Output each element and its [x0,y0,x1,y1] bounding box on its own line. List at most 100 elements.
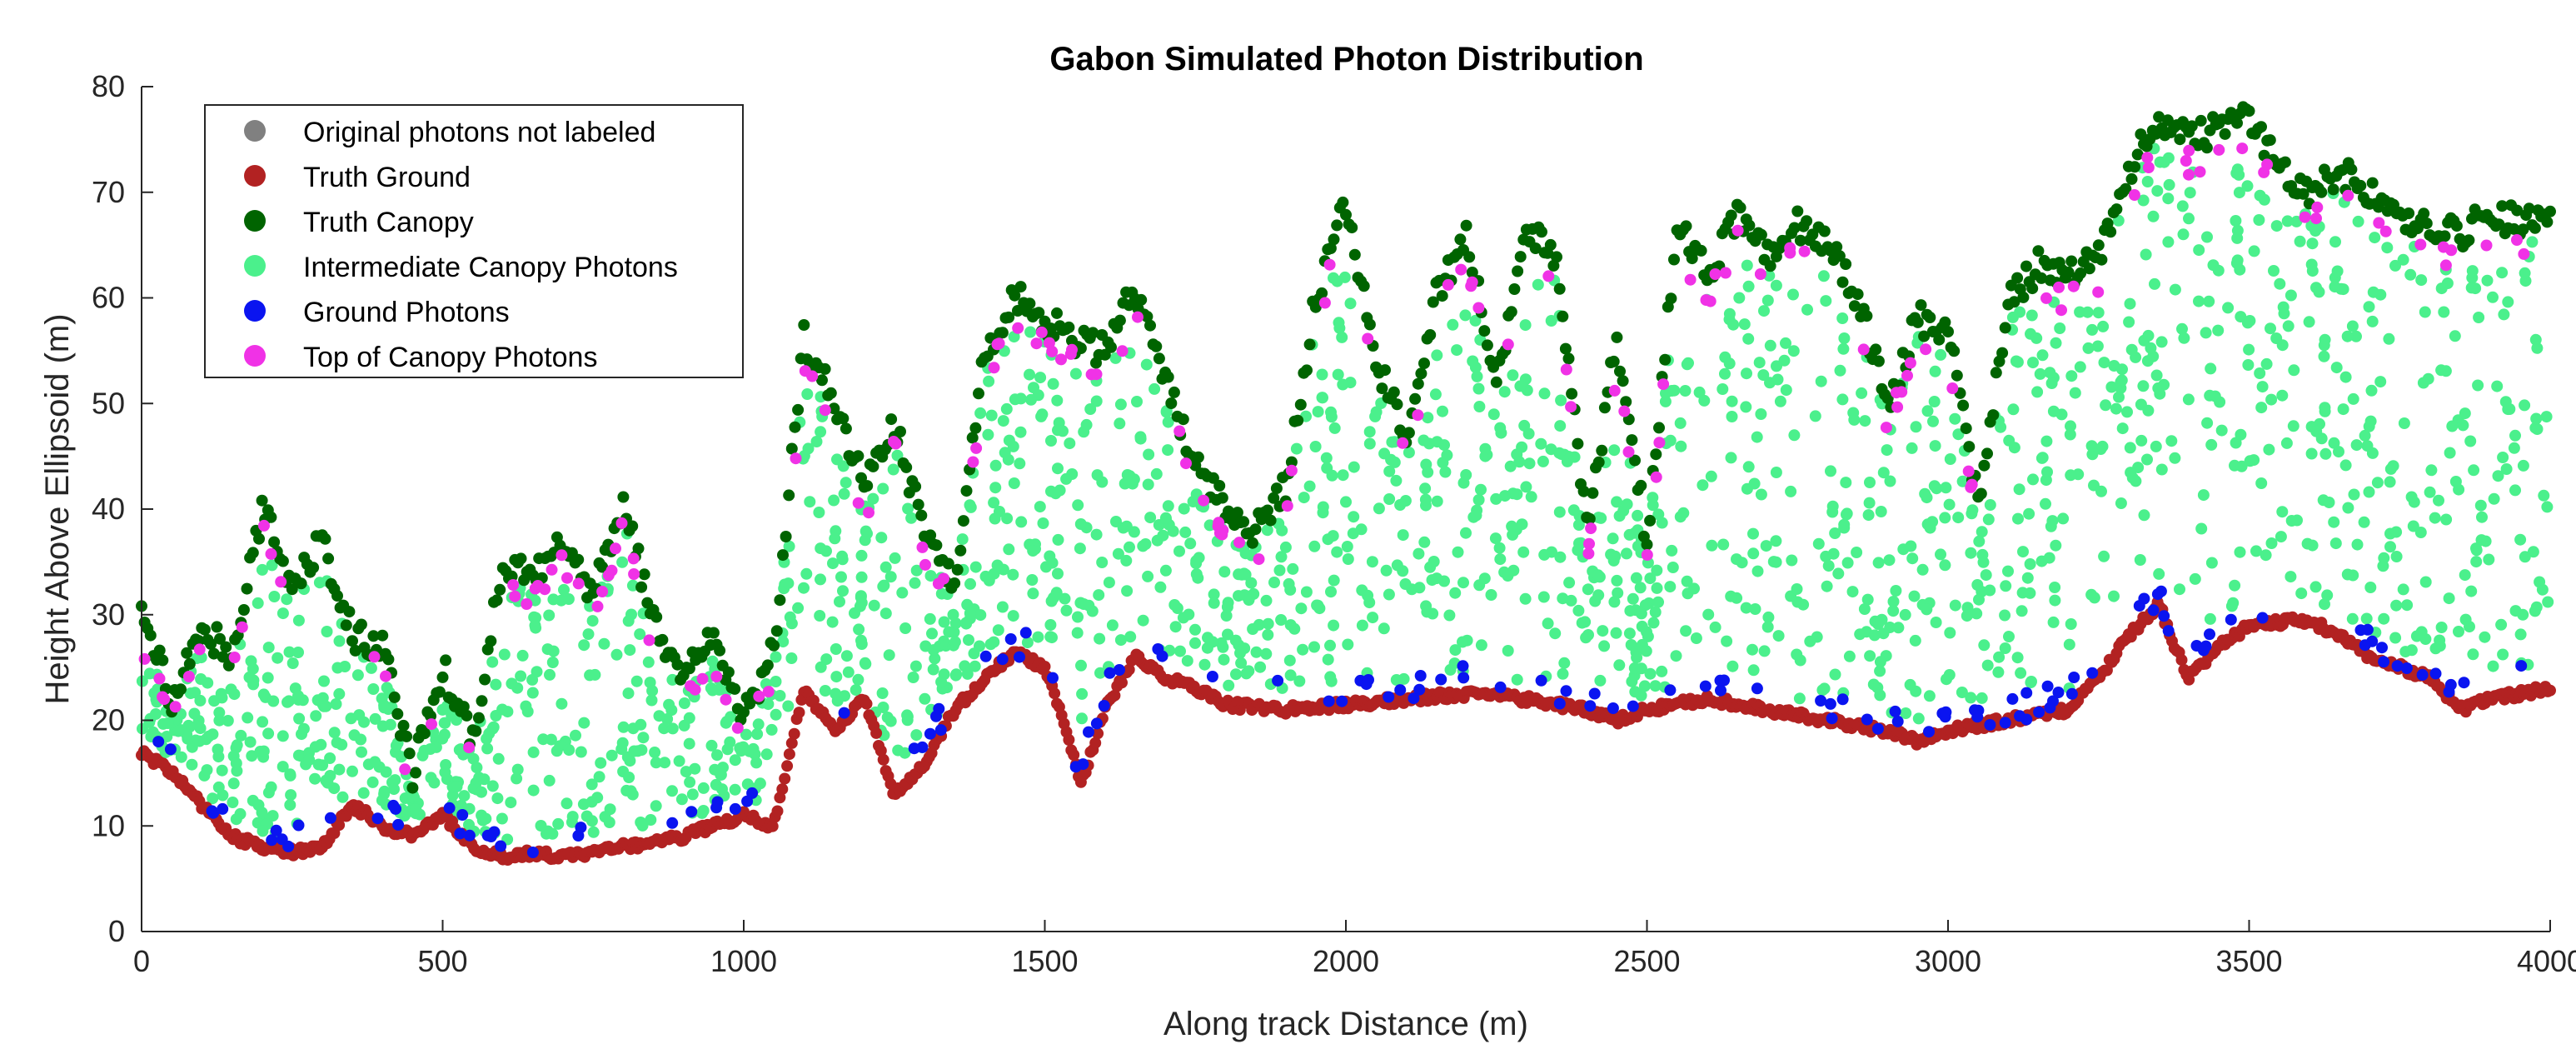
truth-canopy-photon [1987,409,2000,422]
intermediate-canopy-photon [1892,622,1905,634]
intermediate-canopy-photon [813,507,825,518]
intermediate-canopy-photon [1890,585,1902,597]
intermediate-canopy-photon [2435,282,2448,295]
intermediate-canopy-photon [1399,578,1412,590]
intermediate-canopy-photon [855,549,868,562]
intermediate-canopy-photon [2182,393,2195,406]
intermediate-canopy-photon [2530,412,2543,425]
intermediate-canopy-photon [1982,513,1995,526]
top-of-canopy-photon [1585,522,1597,535]
intermediate-canopy-photon [1755,408,1767,420]
intermediate-canopy-photon [227,797,239,808]
intermediate-canopy-photon [1719,367,1731,380]
intermediate-canopy-photon [2100,399,2112,412]
truth-canopy-photon [214,632,226,645]
intermediate-canopy-photon [316,692,329,704]
ground-photon [934,724,947,737]
intermediate-canopy-photon [2178,332,2190,344]
intermediate-canopy-photon [684,776,696,788]
intermediate-canopy-photon [2331,265,2344,277]
truth-canopy-photon [1285,456,1298,468]
intermediate-canopy-photon [810,436,823,447]
intermediate-canopy-photon [1635,662,1647,675]
top-of-canopy-photon [1030,337,1043,350]
intermediate-canopy-photon [2047,616,2060,628]
intermediate-canopy-photon [1908,590,1921,602]
intermediate-canopy-photon [1846,586,1859,598]
intermediate-canopy-photon [673,755,685,767]
intermediate-canopy-photon [1162,416,1174,428]
top-of-canopy-photon [1455,263,1467,276]
top-of-canopy-photon [863,507,874,519]
intermediate-canopy-photon [1469,361,1482,373]
intermediate-canopy-photon [1441,449,1453,462]
intermediate-canopy-photon [1538,548,1551,561]
intermediate-canopy-photon [2215,424,2228,437]
truth-canopy-photon [1415,367,1428,380]
ground-photon [1272,674,1284,687]
top-of-canopy-photon [1035,326,1048,338]
ground-photon [454,827,466,840]
intermediate-canopy-photon [616,737,629,749]
truth-canopy-photon [1331,219,1343,232]
x-tick-label: 1500 [1011,944,1078,978]
intermediate-canopy-photon [1438,439,1450,452]
intermediate-canopy-photon [2231,254,2244,267]
intermediate-canopy-photon [1124,541,1135,553]
intermediate-canopy-photon [282,695,295,707]
ground-photon [2133,600,2145,612]
intermediate-canopy-photon [963,634,974,647]
top-of-canopy-photon [2067,280,2080,292]
intermediate-canopy-photon [770,676,782,687]
ground-photon [838,707,850,719]
truth-ground-photon [874,745,887,757]
intermediate-canopy-photon [2495,618,2508,631]
intermediate-canopy-photon [1910,421,1922,433]
intermediate-canopy-photon [1607,532,1619,545]
intermediate-canopy-photon [800,567,813,580]
intermediate-canopy-photon [1549,627,1562,640]
ground-photon [1984,719,1996,731]
intermediate-canopy-photon [1340,496,1352,508]
intermediate-canopy-photon [994,506,1005,517]
ground-photon [979,650,992,662]
intermediate-canopy-photon [842,666,855,678]
truth-canopy-photon [319,532,331,545]
intermediate-canopy-photon [2197,489,2210,502]
intermediate-canopy-photon [2124,442,2136,454]
intermediate-canopy-photon [1047,377,1059,390]
intermediate-canopy-photon [2517,608,2529,621]
intermediate-canopy-photon [826,616,839,628]
intermediate-canopy-photon [1854,628,1866,641]
intermediate-canopy-photon [480,812,492,825]
intermediate-canopy-photon [1074,542,1086,555]
ground-photon [2429,667,2442,680]
intermediate-canopy-photon [1921,492,1933,504]
intermediate-canopy-photon [222,715,234,727]
intermediate-canopy-photon [1905,540,1917,552]
intermediate-canopy-photon [2193,295,2205,307]
intermediate-canopy-photon [1504,460,1517,472]
intermediate-canopy-photon [617,721,630,733]
intermediate-canopy-photon [2234,546,2246,558]
intermediate-canopy-photon [292,647,304,658]
intermediate-canopy-photon [928,644,939,657]
intermediate-canopy-photon [188,707,201,720]
intermediate-canopy-photon [2169,452,2181,464]
intermediate-canopy-photon [715,768,727,781]
ground-photon [1715,684,1726,697]
intermediate-canopy-photon [1978,639,1991,652]
intermediate-canopy-photon [1705,470,1717,482]
intermediate-canopy-photon [2360,612,2373,625]
truth-canopy-photon [1268,492,1280,504]
intermediate-canopy-photon [1060,604,1073,617]
legend-label-top-canopy: Top of Canopy Photons [303,342,597,373]
intermediate-canopy-photon [989,482,1002,494]
truth-canopy-photon [2297,187,2309,200]
y-tick-label: 80 [92,69,125,103]
truth-canopy-photon [973,387,984,400]
intermediate-canopy-photon [1762,611,1775,623]
intermediate-canopy-photon [1254,661,1267,673]
truth-canopy-photon [966,432,979,444]
intermediate-canopy-photon [1044,619,1057,631]
